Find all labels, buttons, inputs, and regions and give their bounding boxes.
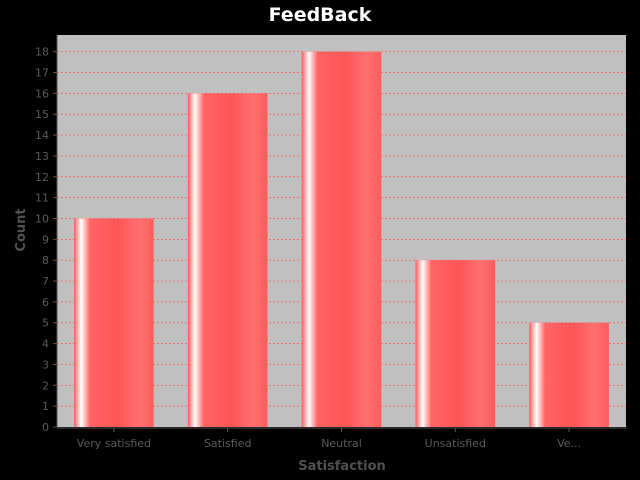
y-tick-label: 11	[35, 192, 49, 205]
y-tick-label: 8	[42, 254, 49, 267]
bar	[529, 322, 609, 427]
chart-title: FeedBack	[269, 4, 372, 26]
bar	[415, 260, 496, 427]
x-tick-label: Unsatisfied	[425, 437, 486, 450]
x-axis-title: Satisfaction	[298, 459, 386, 474]
y-tick-label: 6	[42, 296, 49, 309]
x-tick-label: Satisfied	[204, 437, 252, 450]
y-tick-label: 15	[35, 108, 49, 121]
bar	[187, 93, 268, 427]
y-tick-label: 5	[42, 317, 49, 330]
y-tick-label: 16	[35, 87, 49, 100]
y-axis-title: Count	[14, 208, 29, 251]
y-tick-label: 10	[35, 212, 49, 225]
x-tick-label: Neutral	[321, 437, 362, 450]
y-tick-label: 18	[35, 46, 49, 59]
y-tick-label: 14	[35, 129, 49, 142]
x-tick-label: Very satisfied	[77, 437, 151, 450]
y-tick-label: 0	[42, 421, 49, 434]
bar	[74, 218, 154, 427]
y-tick-label: 12	[35, 171, 49, 184]
y-tick-label: 7	[42, 275, 49, 288]
y-tick-label: 9	[42, 233, 49, 246]
x-tick-label: Ve...	[557, 437, 581, 450]
bars	[74, 51, 609, 428]
y-tick-label: 17	[35, 67, 49, 80]
y-tick-label: 3	[42, 358, 49, 371]
y-tick-label: 2	[42, 379, 49, 392]
y-tick-label: 4	[42, 338, 49, 351]
y-tick-label: 13	[35, 150, 49, 163]
y-tick-label: 1	[42, 400, 49, 413]
bar	[301, 51, 382, 428]
